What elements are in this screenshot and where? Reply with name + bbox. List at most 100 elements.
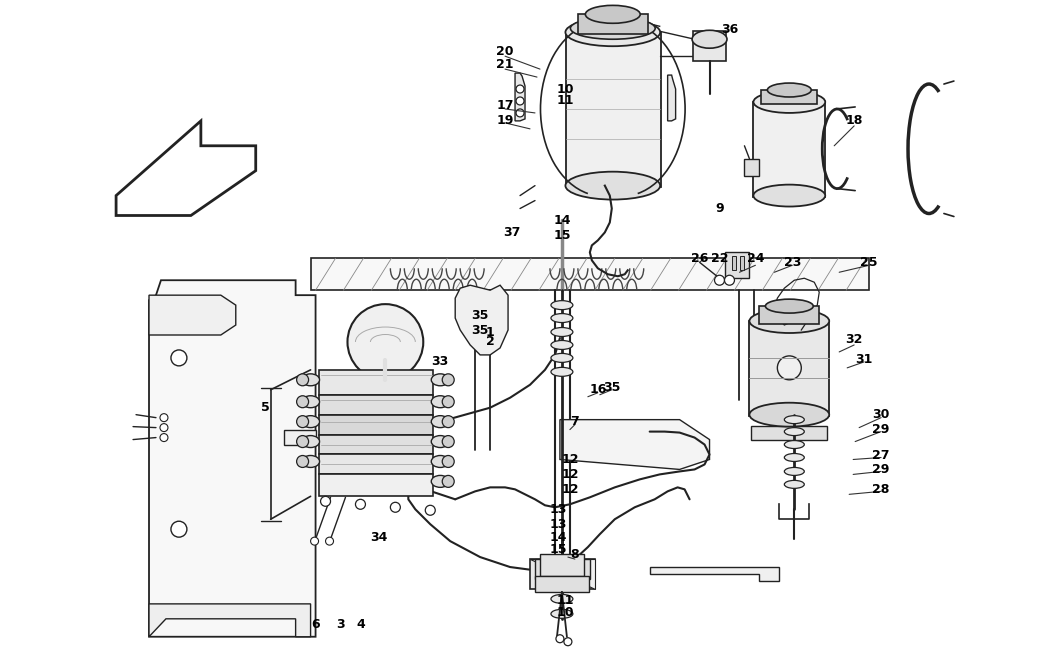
Bar <box>319 454 434 474</box>
Text: 25: 25 <box>860 256 878 269</box>
Circle shape <box>563 638 572 646</box>
Text: 19: 19 <box>496 114 513 127</box>
Ellipse shape <box>302 374 320 386</box>
Circle shape <box>442 476 454 487</box>
Ellipse shape <box>551 353 573 363</box>
Circle shape <box>171 350 187 366</box>
Circle shape <box>777 356 802 380</box>
Circle shape <box>442 374 454 386</box>
Bar <box>535 559 590 579</box>
Circle shape <box>348 304 423 380</box>
Text: 35: 35 <box>472 308 489 322</box>
Ellipse shape <box>432 436 450 448</box>
Circle shape <box>297 436 308 448</box>
Polygon shape <box>516 73 525 121</box>
Text: 4: 4 <box>356 618 365 632</box>
Polygon shape <box>725 252 749 278</box>
Bar <box>530 559 595 589</box>
Circle shape <box>355 499 366 509</box>
Ellipse shape <box>302 415 320 427</box>
Circle shape <box>321 496 331 506</box>
Text: 29: 29 <box>873 463 890 476</box>
Circle shape <box>390 502 401 512</box>
Bar <box>319 395 434 415</box>
Circle shape <box>442 456 454 468</box>
Text: 7: 7 <box>571 415 579 428</box>
Bar <box>535 576 589 592</box>
Ellipse shape <box>551 300 573 310</box>
Polygon shape <box>116 121 256 215</box>
Text: 11: 11 <box>556 594 574 607</box>
Text: 5: 5 <box>261 401 270 414</box>
Ellipse shape <box>551 314 573 322</box>
Text: 17: 17 <box>496 100 513 112</box>
Ellipse shape <box>784 480 805 488</box>
Ellipse shape <box>571 17 655 39</box>
Ellipse shape <box>566 172 660 199</box>
Circle shape <box>442 436 454 448</box>
Circle shape <box>297 396 308 407</box>
Text: 16: 16 <box>589 383 607 396</box>
Text: 35: 35 <box>472 324 489 337</box>
Circle shape <box>442 396 454 407</box>
Text: 14: 14 <box>550 531 567 544</box>
Ellipse shape <box>432 396 450 407</box>
Polygon shape <box>560 419 709 470</box>
Ellipse shape <box>754 185 825 207</box>
Circle shape <box>325 537 334 545</box>
Text: 12: 12 <box>561 468 578 481</box>
Polygon shape <box>649 567 779 581</box>
Polygon shape <box>668 75 676 121</box>
Text: 24: 24 <box>746 252 764 265</box>
Ellipse shape <box>692 30 727 48</box>
Text: 27: 27 <box>873 449 890 462</box>
Ellipse shape <box>551 341 573 349</box>
Ellipse shape <box>784 468 805 476</box>
Circle shape <box>516 109 524 117</box>
Circle shape <box>297 415 308 427</box>
Circle shape <box>297 374 308 386</box>
Ellipse shape <box>767 83 811 97</box>
Bar <box>566 32 661 187</box>
Ellipse shape <box>432 415 450 427</box>
Circle shape <box>159 423 168 432</box>
Bar <box>310 258 870 290</box>
Text: 10: 10 <box>556 82 574 96</box>
Text: 22: 22 <box>711 252 728 265</box>
Text: 30: 30 <box>873 408 890 421</box>
Ellipse shape <box>302 456 320 468</box>
Bar <box>578 14 647 34</box>
Text: 8: 8 <box>571 548 579 561</box>
Polygon shape <box>455 285 508 355</box>
Polygon shape <box>284 429 316 444</box>
Circle shape <box>297 456 308 468</box>
Bar <box>741 256 744 270</box>
Polygon shape <box>149 280 316 637</box>
Polygon shape <box>149 295 236 335</box>
Text: 6: 6 <box>311 618 320 632</box>
Ellipse shape <box>432 374 450 386</box>
Text: 33: 33 <box>432 355 449 369</box>
Polygon shape <box>149 604 310 637</box>
Bar <box>693 31 726 61</box>
Bar <box>540 554 584 576</box>
Ellipse shape <box>302 436 320 448</box>
Bar <box>761 90 817 104</box>
Ellipse shape <box>749 309 829 333</box>
Bar <box>319 370 434 395</box>
Ellipse shape <box>566 18 660 46</box>
Bar <box>749 321 829 415</box>
Text: 34: 34 <box>370 531 387 544</box>
Text: 3: 3 <box>336 618 344 632</box>
Bar <box>754 102 825 197</box>
Polygon shape <box>744 159 759 176</box>
Bar <box>319 435 434 454</box>
Ellipse shape <box>551 595 573 603</box>
Text: 37: 37 <box>504 226 521 239</box>
Text: 21: 21 <box>496 58 513 71</box>
Circle shape <box>725 275 735 285</box>
Text: 29: 29 <box>873 423 890 436</box>
Text: 2: 2 <box>486 335 494 349</box>
Circle shape <box>516 97 524 105</box>
Ellipse shape <box>749 403 829 427</box>
